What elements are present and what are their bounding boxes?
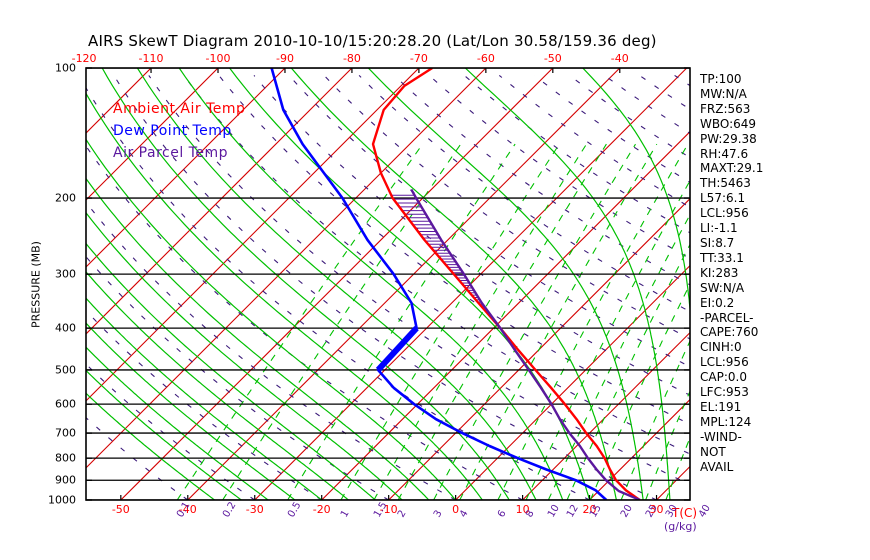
bottom-temp-tick--10: -10 (379, 503, 398, 516)
pressure-tick-1000: 1000 (48, 493, 76, 507)
pressure-tick-100: 100 (55, 61, 76, 75)
stat-item: KI:283 (700, 265, 739, 280)
pressure-tick-400: 400 (55, 321, 76, 335)
bottom-temp-tick-30: 30 (649, 503, 664, 516)
stat-item: PW:29.38 (700, 131, 757, 146)
top-temp-tick--70: -70 (409, 52, 428, 65)
pressure-tick-800: 800 (55, 451, 76, 465)
pressure-tick-300: 300 (55, 267, 76, 281)
top-temp-tick--40: -40 (610, 52, 629, 65)
bottom-temp-tick--50: -50 (111, 503, 130, 516)
top-temp-tick--120: -120 (71, 52, 97, 65)
stat-item: -PARCEL- (700, 310, 754, 325)
sounding-stats-panel: TP:100 MW:N/A FRZ:563 WBO:649 PW:29.38 RH:47.… (700, 72, 850, 474)
top-temp-tick--110: -110 (138, 52, 164, 65)
top-temp-tick--80: -80 (342, 52, 361, 65)
stat-item: FRZ:563 (700, 101, 751, 116)
pressure-tick-900: 900 (55, 473, 76, 487)
bottom-temp-tick--20: -20 (312, 503, 331, 516)
bottom-temp-tick--30: -30 (245, 503, 264, 516)
legend-dew-point-temp: Dew Point Temp (113, 123, 232, 139)
stat-item: AVAIL (700, 459, 734, 474)
stat-item: LCL:956 (700, 355, 749, 370)
top-temp-tick--60: -60 (476, 52, 495, 65)
stat-item: MAXT:29.1 (700, 161, 764, 176)
stat-item: LCL:956 (700, 206, 749, 221)
legend-air-parcel-temp: Air Parcel Temp (113, 145, 228, 161)
stat-item: RH:47.6 (700, 146, 749, 161)
stat-item: -WIND- (700, 429, 742, 444)
stat-item: MPL:124 (700, 414, 752, 429)
mixing-ratio-axis-label: (g/kg) (664, 520, 697, 533)
stat-item: LFC:953 (700, 385, 749, 400)
stat-item: LI:-1.1 (700, 221, 738, 236)
pressure-tick-600: 600 (55, 397, 76, 411)
stat-item: EL:191 (700, 399, 742, 414)
stat-item: CINH:0 (700, 340, 742, 355)
stat-item: MW:N/A (700, 86, 747, 101)
stat-item: NOT (700, 444, 726, 459)
stat-item: CAPE:760 (700, 325, 759, 340)
top-temp-tick--90: -90 (275, 52, 294, 65)
top-temp-tick--100: -100 (205, 52, 231, 65)
top-temp-tick--50: -50 (543, 52, 562, 65)
stat-item: TP:100 (700, 72, 742, 86)
x-axis-label: T(C) (672, 506, 698, 520)
stat-item: WBO:649 (700, 116, 757, 131)
stat-item: EI:0.2 (700, 295, 735, 310)
legend-ambient-air-temp: Ambient Air Temp (113, 101, 246, 117)
bottom-temp-tick--40: -40 (178, 503, 197, 516)
bottom-temp-tick-10: 10 (515, 503, 530, 516)
pressure-tick-200: 200 (55, 191, 76, 205)
pressure-tick-700: 700 (55, 426, 76, 440)
pressure-tick-500: 500 (55, 363, 76, 377)
stat-item: SW:N/A (700, 280, 745, 295)
stat-item: SI:8.7 (700, 235, 735, 250)
stat-item: CAP:0.0 (700, 370, 747, 385)
stat-item: TT:33.1 (700, 250, 744, 265)
bottom-temp-tick-0: 0 (452, 503, 460, 516)
stat-item: TH:5463 (700, 176, 751, 191)
stat-item: L57:6.1 (700, 191, 746, 206)
page-title: AIRS SkewT Diagram 2010-10-10/15:20:28.2… (88, 32, 657, 50)
bottom-temp-tick-20: 20 (582, 503, 597, 516)
